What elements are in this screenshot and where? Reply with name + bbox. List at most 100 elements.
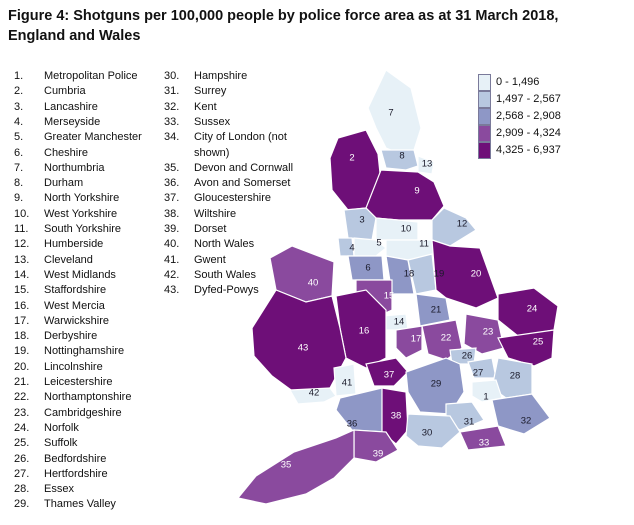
area-number: 36. [164, 177, 180, 190]
region-number-label: 11 [419, 239, 429, 250]
area-number: 20. [14, 360, 30, 373]
area-list-item: 13. Cleveland [14, 254, 93, 267]
legend-label: 2,568 - 2,908 [496, 110, 561, 122]
area-number: 42. [164, 268, 180, 281]
area-list-item: 28. Essex [14, 483, 74, 496]
area-list-item: 8. Durham [14, 177, 83, 190]
area-number: 27. [14, 467, 30, 480]
area-number: 35. [164, 161, 180, 174]
area-name: Durham [44, 177, 84, 190]
region-number-label: 22 [441, 333, 452, 344]
figure-title: Figure 4: Shotguns per 100,000 people by… [8, 8, 559, 44]
area-number: 14. [14, 268, 30, 281]
region-42 [288, 387, 337, 405]
legend-swatch [478, 125, 491, 142]
area-number: 40. [164, 238, 180, 251]
area-name: Warwickshire [44, 314, 109, 327]
area-number: 37. [164, 192, 180, 205]
area-name: Essex [44, 483, 74, 496]
area-name: Suffolk [44, 437, 78, 450]
area-name: North Wales [194, 238, 255, 251]
region-number-label: 1 [483, 392, 488, 403]
region-8 [380, 149, 419, 171]
area-name: South Yorkshire [44, 223, 122, 235]
area-list-item: 39. Dorset [164, 223, 226, 236]
area-name: Kent [194, 100, 217, 113]
area-number: 17. [14, 314, 30, 327]
region-25 [497, 329, 555, 367]
region-number-label: 28 [510, 371, 521, 382]
area-list-item: shown) [164, 147, 229, 160]
area-name: Avon and Somerset [194, 177, 291, 190]
region-number-label: 4 [349, 243, 354, 254]
region-number-label: 6 [365, 263, 370, 274]
region-number-label: 10 [401, 224, 412, 235]
area-list-item: 11. South Yorkshire [14, 223, 121, 236]
region-number-label: 25 [533, 337, 544, 348]
region-number-label: 43 [298, 343, 309, 354]
area-list-item: 27. Hertfordshire [14, 468, 108, 481]
area-number: 21. [14, 376, 30, 388]
area-name: West Yorkshire [44, 207, 118, 220]
region-number-label: 18 [404, 269, 415, 280]
area-number: 32. [164, 100, 180, 113]
area-list-item: 20. Lincolnshire [14, 361, 103, 374]
area-name: Gloucestershire [194, 192, 272, 205]
region-number-label: 36 [347, 419, 358, 430]
area-list-item: 30. Hampshire [164, 70, 247, 83]
area-list-item: 6. Cheshire [14, 147, 88, 160]
area-name: Northamptonshire [44, 391, 132, 404]
area-list-item: 4. Merseyside [14, 116, 100, 129]
region-32 [491, 393, 551, 435]
region-12 [431, 207, 477, 247]
legend-swatch [478, 108, 491, 125]
legend-label: 1,497 - 2,567 [496, 93, 561, 105]
region-number-label: 41 [342, 378, 353, 389]
area-name: Leicestershire [44, 376, 113, 388]
area-name: West Midlands [44, 268, 116, 281]
area-list-item: 10. West Yorkshire [14, 208, 117, 221]
area-name: City of London (not [194, 131, 287, 144]
area-number: 16. [14, 299, 30, 312]
area-number: 39. [164, 223, 180, 235]
area-number: 19. [14, 345, 30, 358]
area-list-item: 24. Norfolk [14, 422, 79, 435]
area-list-item: 3. Lancashire [14, 101, 98, 114]
area-name: Thames Valley [44, 498, 116, 511]
region-10 [375, 217, 419, 241]
area-name: Humberside [44, 238, 104, 251]
region-number-label: 5 [376, 238, 381, 249]
area-list-item: 19. Nottinghamshire [14, 345, 124, 358]
legend-label: 2,909 - 4,324 [496, 127, 561, 139]
area-name: Sussex [194, 115, 231, 128]
area-list-item: 38. Wiltshire [164, 208, 236, 221]
region-number-label: 14 [394, 317, 405, 328]
legend-label: 0 - 1,496 [496, 76, 540, 88]
area-number: 8. [14, 177, 24, 190]
area-list-item: 5. Greater Manchester [14, 131, 142, 144]
legend-item: 0 - 1,496 [478, 74, 588, 91]
area-list-item: 33. Sussex [164, 116, 230, 129]
area-number: 26. [14, 452, 30, 465]
area-number: 5. [14, 131, 24, 144]
area-number: 34. [164, 131, 180, 144]
region-number-label: 9 [414, 186, 419, 197]
region-43 [251, 289, 347, 399]
area-number: 29. [14, 498, 30, 511]
area-name: Metropolitan Police [44, 70, 138, 82]
region-number-label: 32 [521, 416, 532, 427]
area-list-item: 26. Bedfordshire [14, 453, 106, 466]
area-number: 7. [14, 161, 24, 174]
area-list-item: 2. Cumbria [14, 85, 86, 98]
region-number-label: 31 [464, 417, 475, 428]
area-name: Dyfed-Powys [194, 284, 259, 297]
legend: 0 - 1,496 1,497 - 2,567 2,568 - 2,908 2,909… [478, 74, 588, 159]
area-list-item: 22. Northamptonshire [14, 391, 131, 404]
region-number-label: 15 [384, 291, 395, 302]
region-number-label: 16 [359, 326, 370, 337]
region-number-label: 17 [411, 334, 422, 345]
area-list-item: 40. North Wales [164, 238, 254, 251]
area-name: Bedfordshire [44, 452, 107, 465]
region-number-label: 20 [471, 269, 482, 280]
area-number: 6. [14, 146, 24, 159]
